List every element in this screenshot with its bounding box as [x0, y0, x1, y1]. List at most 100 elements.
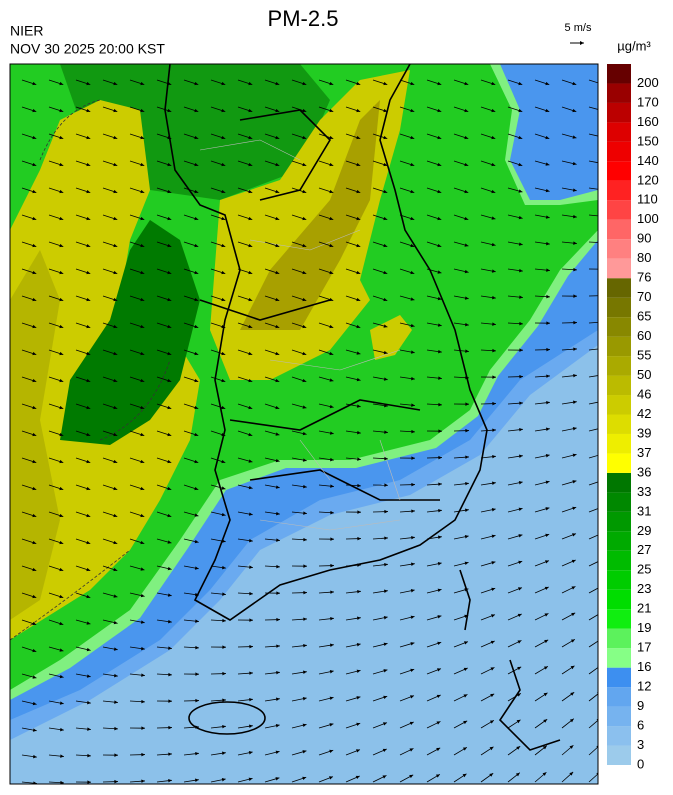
- wind-arrow-head: [545, 108, 550, 113]
- wind-arrow-head: [492, 295, 496, 300]
- wind-arrow-head: [437, 108, 442, 113]
- wind-arrow-head: [32, 540, 37, 545]
- wind-arrow-head: [276, 591, 280, 595]
- colorbar-segment: [607, 102, 631, 123]
- wind-arrow-head: [141, 779, 145, 783]
- wind-arrow-head: [113, 513, 118, 518]
- wind-arrow-head: [113, 647, 118, 651]
- wind-arrow-head: [544, 613, 549, 617]
- colorbar-tick-label: 70: [637, 289, 651, 304]
- wind-arrow-head: [330, 484, 334, 488]
- wind-arrow-head: [438, 402, 442, 407]
- wind-arrow-head: [302, 108, 307, 113]
- wind-arrow-head: [572, 81, 577, 86]
- colorbar-segment: [607, 550, 631, 571]
- wind-arrow-head: [572, 453, 577, 457]
- wind-arrow-head: [113, 594, 118, 598]
- wind-arrow-head: [248, 432, 253, 437]
- wind-arrow-head: [600, 427, 604, 430]
- wind-arrow-head: [411, 509, 415, 513]
- wind-arrow-head: [32, 648, 37, 653]
- wind-arrow-head: [113, 324, 118, 329]
- wind-arrow-head: [195, 672, 199, 676]
- wind-arrow: [588, 187, 598, 190]
- wind-arrow-head: [221, 512, 226, 517]
- wind-arrow-head: [194, 162, 199, 167]
- wind-arrow-head: [515, 772, 520, 777]
- wind-arrow-head: [545, 480, 550, 484]
- wind-arrow-head: [302, 135, 307, 140]
- wind-arrow-head: [464, 135, 469, 140]
- wind-arrow-head: [32, 324, 37, 329]
- wind-arrow-head: [32, 728, 37, 732]
- wind-arrow-head: [167, 378, 172, 383]
- wind-arrow-head: [194, 324, 199, 329]
- wind-arrow-head: [437, 296, 442, 301]
- wind-arrow-head: [248, 189, 253, 194]
- wind-arrow-head: [330, 616, 334, 621]
- colorbar-tick-label: 39: [637, 425, 651, 440]
- wind-arrow-head: [302, 351, 307, 356]
- wind-arrow-head: [437, 668, 441, 672]
- wind-arrow-head: [302, 378, 307, 383]
- wind-arrow-head: [437, 81, 442, 86]
- wind-arrow-head: [194, 486, 199, 491]
- wind-arrow-head: [59, 189, 64, 194]
- wind-arrow-head: [167, 459, 172, 464]
- wind-arrow-head: [59, 351, 64, 356]
- wind-arrow-head: [356, 404, 361, 408]
- wind-arrow-head: [167, 162, 172, 167]
- wind-arrow-head: [59, 459, 64, 464]
- wind-arrow-head: [167, 432, 172, 437]
- wind-arrow-head: [599, 82, 603, 85]
- wind-arrow-head: [302, 697, 307, 701]
- wind-arrow-head: [302, 297, 307, 302]
- wind-arrow-head: [167, 270, 172, 275]
- wind-arrow-head: [59, 324, 64, 329]
- wind-arrow-head: [221, 539, 226, 543]
- wind-arrow-head: [329, 404, 334, 409]
- wind-arrow-head: [194, 513, 199, 517]
- wind-arrow-head: [545, 215, 550, 219]
- wind-arrow-head: [330, 590, 334, 594]
- colorbar-segment: [607, 433, 631, 454]
- wind-arrow-head: [222, 592, 226, 596]
- wind-arrow-head: [275, 297, 280, 302]
- wind-arrow-head: [518, 507, 523, 511]
- wind-arrow-head: [275, 108, 280, 113]
- wind-arrow-head: [140, 162, 145, 167]
- wind-arrow-head: [275, 162, 280, 167]
- wind-arrow-head: [410, 162, 415, 167]
- wind-arrow-head: [248, 297, 253, 302]
- wind-arrow-head: [302, 458, 307, 462]
- wind-arrow-head: [518, 587, 522, 591]
- wind-arrow-head: [492, 454, 496, 459]
- wind-arrow-head: [113, 405, 118, 410]
- wind-arrow-head: [383, 297, 388, 302]
- wind-arrow-head: [248, 751, 253, 755]
- wind-arrow-head: [167, 189, 172, 194]
- colorbar-tick-label: 100: [637, 211, 659, 226]
- wind-arrow-head: [32, 351, 37, 356]
- wind-arrow-head: [32, 135, 37, 140]
- wind-arrow-head: [465, 402, 469, 406]
- colorbar-segment: [607, 453, 631, 473]
- wind-arrow-head: [249, 618, 253, 622]
- wind-arrow-head: [411, 456, 415, 460]
- wind-arrow: [588, 534, 598, 540]
- wind-arrow-head: [410, 668, 415, 673]
- wind-arrow-head: [518, 215, 523, 220]
- wind-arrow-head: [33, 781, 37, 784]
- wind-arrow-head: [464, 162, 469, 167]
- wind-arrow-head: [329, 297, 334, 302]
- colorbar-segment: [607, 122, 631, 142]
- wind-arrow-head: [86, 594, 91, 599]
- wind-arrow-head: [140, 432, 145, 437]
- wind-arrow-head: [518, 560, 523, 565]
- wind-arrow-head: [356, 749, 360, 753]
- wind-arrow-head: [32, 459, 37, 464]
- wind-arrow-head: [384, 430, 388, 434]
- colorbar-segment: [607, 200, 631, 220]
- wind-arrow-head: [221, 297, 226, 302]
- wind-arrow-head: [32, 189, 37, 194]
